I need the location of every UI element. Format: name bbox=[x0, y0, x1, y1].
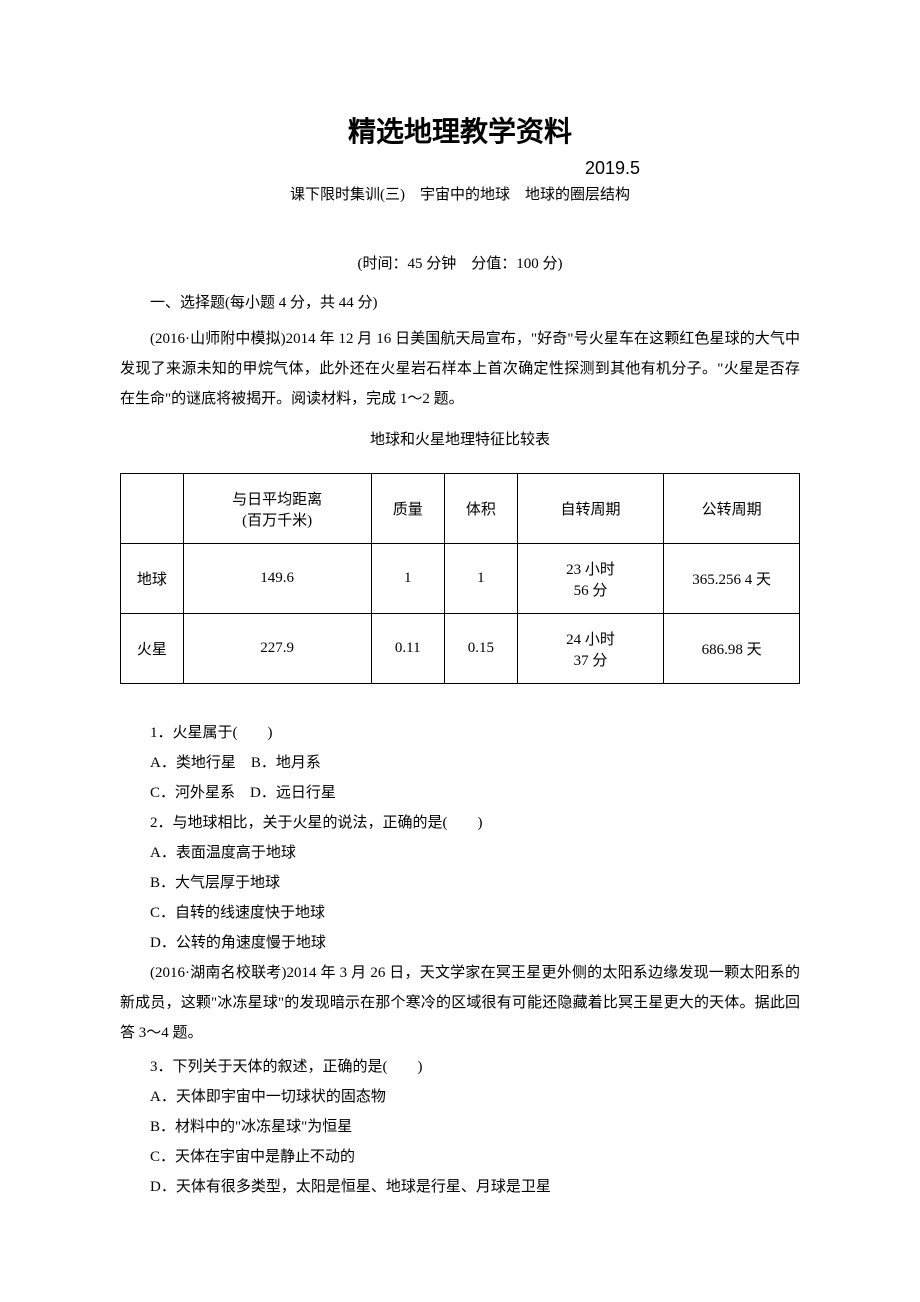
question-1-stem: 1．火星属于( ) bbox=[120, 718, 800, 748]
intro-paragraph: (2016·山师附中模拟)2014 年 12 月 16 日美国航天局宣布，"好奇… bbox=[120, 324, 800, 414]
table-cell: 24 小时37 分 bbox=[517, 614, 663, 684]
comparison-table: 与日平均距离(百万千米) 质量 体积 自转周期 公转周期 地球 149.6 1 … bbox=[120, 473, 800, 684]
question-2-stem: 2．与地球相比，关于火星的说法，正确的是( ) bbox=[120, 808, 800, 838]
table-cell: 1 bbox=[371, 544, 444, 614]
question-1-option-cd: C．河外星系 D．远日行星 bbox=[120, 778, 800, 808]
question-3-stem: 3．下列关于天体的叙述，正确的是( ) bbox=[120, 1052, 800, 1082]
question-2-option-d: D．公转的角速度慢于地球 bbox=[120, 928, 800, 958]
table-row: 地球 149.6 1 1 23 小时56 分 365.256 4 天 bbox=[121, 544, 800, 614]
table-cell: 0.15 bbox=[444, 614, 517, 684]
table-header-cell: 体积 bbox=[444, 474, 517, 544]
date-line: 2019.5 bbox=[120, 158, 800, 179]
question-2-option-c: C．自转的线速度快于地球 bbox=[120, 898, 800, 928]
subtitle: 课下限时集训(三) 宇宙中的地球 地球的圈层结构 bbox=[120, 183, 800, 204]
intro-paragraph-2: (2016·湖南名校联考)2014 年 3 月 26 日，天文学家在冥王星更外侧… bbox=[120, 958, 800, 1048]
table-header-cell bbox=[121, 474, 184, 544]
table-cell: 227.9 bbox=[183, 614, 371, 684]
table-cell: 365.256 4 天 bbox=[664, 544, 800, 614]
table-header-cell: 质量 bbox=[371, 474, 444, 544]
table-header-cell: 自转周期 bbox=[517, 474, 663, 544]
table-caption: 地球和火星地理特征比较表 bbox=[120, 428, 800, 449]
table-header-cell: 公转周期 bbox=[664, 474, 800, 544]
table-cell: 火星 bbox=[121, 614, 184, 684]
main-title: 精选地理教学资料 bbox=[120, 110, 800, 150]
question-2-option-a: A．表面温度高于地球 bbox=[120, 838, 800, 868]
table-cell: 0.11 bbox=[371, 614, 444, 684]
question-1-option-ab: A．类地行星 B．地月系 bbox=[120, 748, 800, 778]
table-cell: 686.98 天 bbox=[664, 614, 800, 684]
table-cell: 1 bbox=[444, 544, 517, 614]
question-3-option-c: C．天体在宇宙中是静止不动的 bbox=[120, 1142, 800, 1172]
table-header-row: 与日平均距离(百万千米) 质量 体积 自转周期 公转周期 bbox=[121, 474, 800, 544]
table-cell: 地球 bbox=[121, 544, 184, 614]
table-cell: 149.6 bbox=[183, 544, 371, 614]
table-row: 火星 227.9 0.11 0.15 24 小时37 分 686.98 天 bbox=[121, 614, 800, 684]
table-header-cell: 与日平均距离(百万千米) bbox=[183, 474, 371, 544]
question-3-option-b: B．材料中的"冰冻星球"为恒星 bbox=[120, 1112, 800, 1142]
section-head: 一、选择题(每小题 4 分，共 44 分) bbox=[120, 291, 800, 312]
question-3-option-a: A．天体即宇宙中一切球状的固态物 bbox=[120, 1082, 800, 1112]
table-cell: 23 小时56 分 bbox=[517, 544, 663, 614]
time-score-line: (时间：45 分钟 分值：100 分) bbox=[120, 252, 800, 273]
question-3-option-d: D．天体有很多类型，太阳是恒星、地球是行星、月球是卫星 bbox=[120, 1172, 800, 1202]
question-2-option-b: B．大气层厚于地球 bbox=[120, 868, 800, 898]
